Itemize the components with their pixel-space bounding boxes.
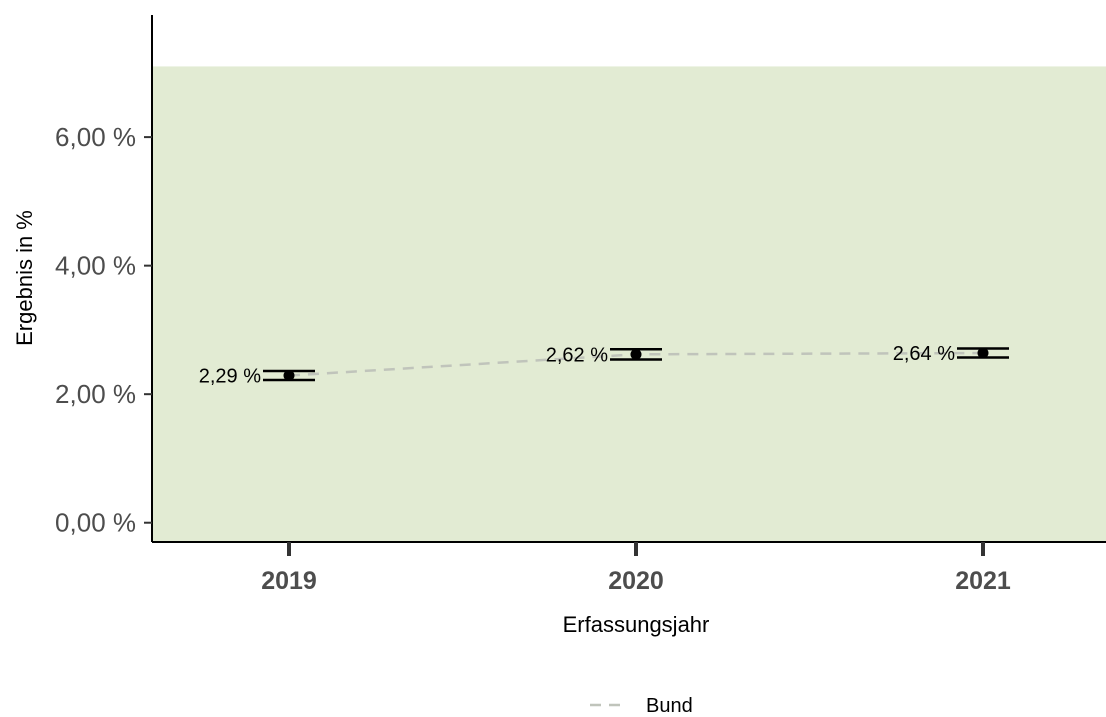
value-label-2021: 2,64 % <box>893 343 955 365</box>
data-point-2020 <box>630 348 642 360</box>
x-tick-label: 2021 <box>955 567 1011 595</box>
value-label-2019: 2,29 % <box>199 366 261 388</box>
y-tick-label: 6,00 % <box>55 122 136 152</box>
y-ticks: 0,00 % 2,00 % 4,00 % 6,00 % <box>55 122 152 538</box>
x-ticks: 2019 2020 2021 <box>261 542 1011 595</box>
value-label-2020: 2,62 % <box>546 344 608 366</box>
value-label-layer: 2,29 % 2,62 % 2,64 % <box>199 343 955 387</box>
y-axis-title: Ergebnis in % <box>12 210 37 346</box>
y-tick-label: 4,00 % <box>55 251 136 281</box>
x-tick-label: 2019 <box>261 567 317 595</box>
x-axis-title: Erfassungsjahr <box>563 612 710 637</box>
point-layer <box>283 347 989 382</box>
data-point-2021 <box>977 347 989 359</box>
x-tick-label: 2020 <box>608 567 664 595</box>
y-tick-label: 0,00 % <box>55 508 136 538</box>
legend: Bund <box>590 695 693 717</box>
y-tick-label: 2,00 % <box>55 379 136 409</box>
legend-label-bund: Bund <box>646 695 693 717</box>
reference-band <box>152 66 1106 542</box>
data-point-2019 <box>283 370 295 382</box>
